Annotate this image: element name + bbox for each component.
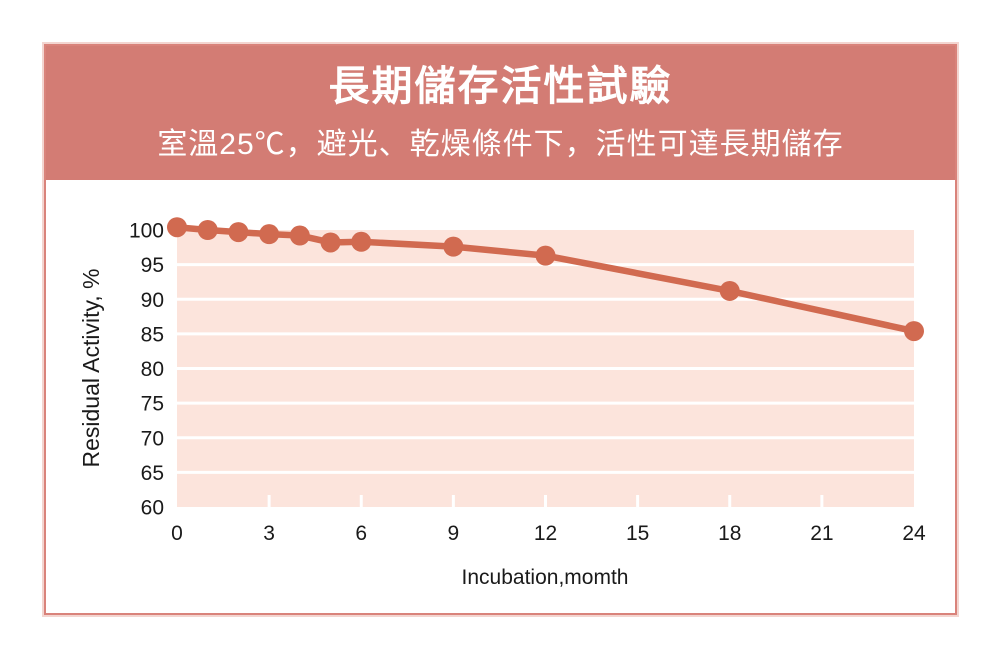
y-tick-label-85: 85 xyxy=(141,323,164,346)
x-tick-label-12: 12 xyxy=(534,522,557,545)
data-point-month-0 xyxy=(167,217,187,238)
chart-title: 長期儲存活性試驗 xyxy=(328,63,673,109)
data-point-month-4 xyxy=(289,225,310,246)
y-tick-label-95: 95 xyxy=(141,254,164,277)
data-point-month-1 xyxy=(197,220,218,240)
data-point-month-2 xyxy=(228,222,249,243)
data-point-month-5 xyxy=(320,232,341,253)
x-tick-label-15: 15 xyxy=(626,522,649,545)
y-tick-label-60: 60 xyxy=(141,497,164,520)
chart-subtitle: 室溫25℃，避光、乾燥條件下，活性可達長期儲存 xyxy=(157,128,844,162)
chart-area: Residual Activity, % 60 65 70 75 80 85 90 95 100… xyxy=(46,180,955,613)
y-tick-label-65: 65 xyxy=(141,462,164,485)
chart-card: 長期儲存活性試驗 室溫25℃，避光、乾燥條件下，活性可達長期儲存 Residua… xyxy=(44,44,957,615)
y-tick-label-80: 80 xyxy=(141,358,164,381)
x-tick-label-24: 24 xyxy=(902,522,926,545)
y-tick-label-100: 100 xyxy=(129,220,164,243)
line-plot: 60 65 70 75 80 85 90 95 100 0 3 6 9 12 15 18 21 24 xyxy=(129,217,926,545)
x-tick-label-9: 9 xyxy=(448,522,460,545)
data-point-month-24 xyxy=(904,321,924,342)
x-axis-title: Incubation,momth xyxy=(461,566,629,589)
x-tick-label-3: 3 xyxy=(263,522,275,545)
data-point-month-18 xyxy=(719,280,740,301)
data-point-month-9 xyxy=(443,236,464,257)
x-tick-label-0: 0 xyxy=(171,522,183,545)
chart-header: 長期儲存活性試驗 室溫25℃，避光、乾燥條件下，活性可達長期儲存 xyxy=(46,46,955,180)
y-tick-label-75: 75 xyxy=(141,393,164,416)
x-tick-label-21: 21 xyxy=(810,522,833,545)
data-point-month-6 xyxy=(351,231,372,252)
data-point-month-3 xyxy=(259,224,280,245)
x-tick-label-18: 18 xyxy=(718,522,741,545)
y-tick-label-70: 70 xyxy=(141,427,164,450)
x-tick-label-6: 6 xyxy=(355,522,367,545)
data-point-month-12 xyxy=(535,245,556,266)
y-tick-label-90: 90 xyxy=(141,289,164,312)
